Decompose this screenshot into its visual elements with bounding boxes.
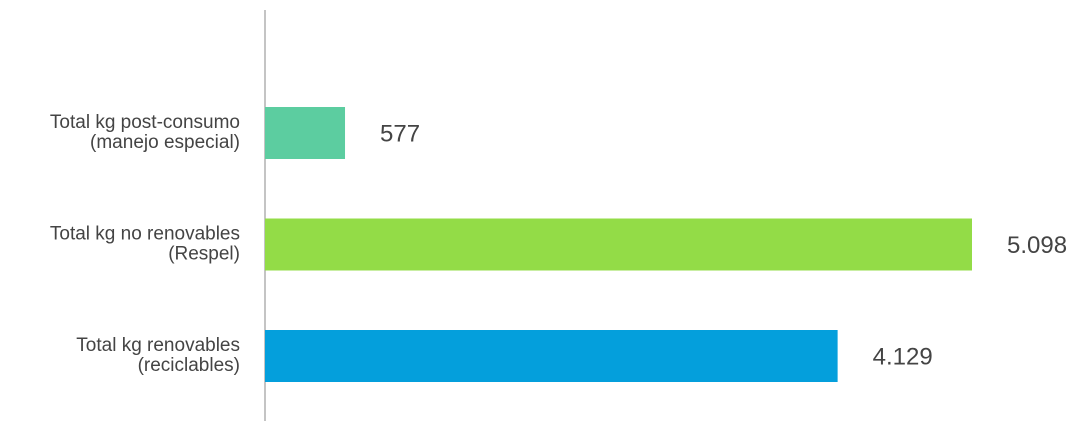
category-label: Total kg no renovables bbox=[50, 224, 240, 245]
category-label: (manejo especial) bbox=[90, 132, 240, 153]
bar bbox=[265, 330, 838, 382]
category-label: (reciclables) bbox=[138, 355, 240, 376]
bar bbox=[265, 107, 346, 159]
category-label: Total kg renovables bbox=[76, 335, 240, 356]
category-label: (Respel) bbox=[168, 244, 240, 265]
value-label: 4.129 bbox=[873, 343, 933, 370]
category-label: Total kg post-consumo bbox=[50, 112, 240, 133]
value-label: 577 bbox=[380, 120, 420, 147]
value-label: 5.098 bbox=[1007, 232, 1067, 259]
bar bbox=[265, 218, 972, 271]
